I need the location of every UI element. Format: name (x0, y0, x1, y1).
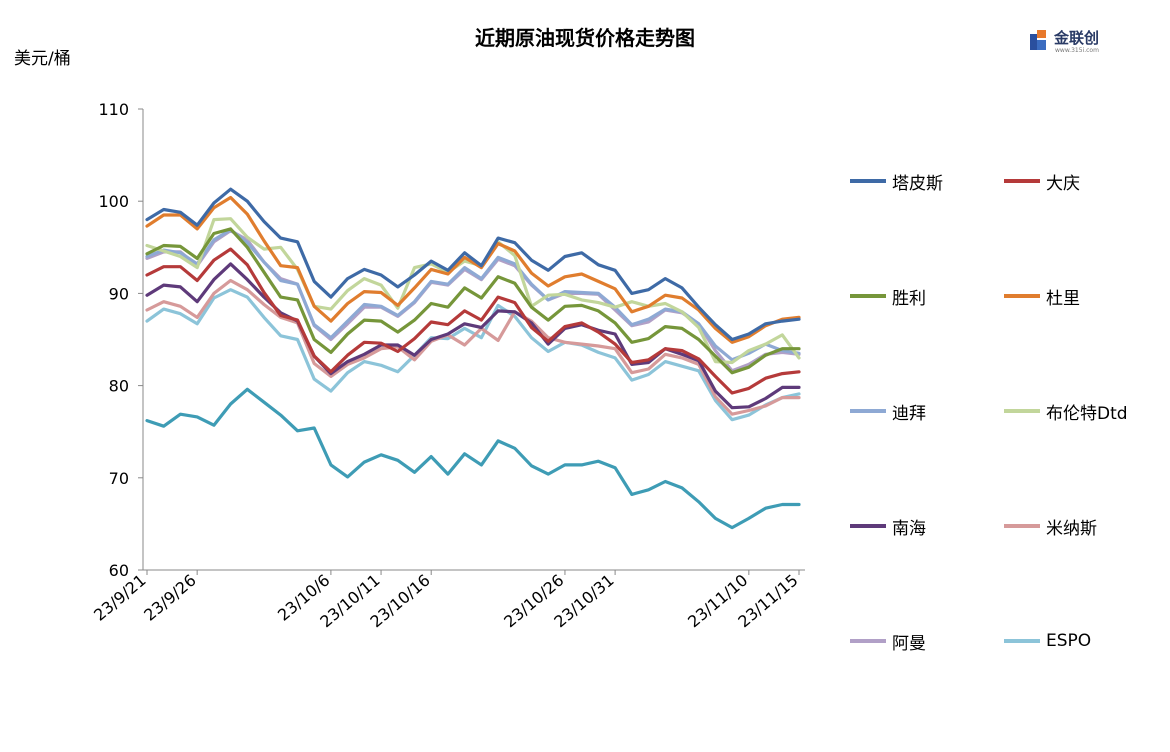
chart-title: 近期原油现货价格走势图 (475, 26, 695, 50)
legend-label: 米纳斯 (1046, 518, 1097, 539)
brand-logo: 金联创 www.315i.com (1028, 24, 1118, 60)
legend-swatch (1004, 179, 1040, 183)
legend-swatch (850, 524, 886, 528)
legend-swatch (1004, 524, 1040, 528)
legend-label: 布伦特Dtd (1046, 403, 1128, 424)
y-tick-label: 110 (98, 100, 129, 119)
legend-item: 杜里 (1004, 284, 1080, 309)
y-tick-label: 60 (109, 561, 129, 580)
series-line (145, 187, 801, 342)
legend-label: 胜利 (892, 288, 926, 309)
legend-item: 迪拜 (850, 399, 926, 424)
legend-item: 大庆 (1004, 169, 1080, 194)
y-tick-label: 80 (109, 377, 129, 396)
logo-text: 金联创 (1054, 29, 1100, 47)
legend-item: 米纳斯 (1004, 514, 1097, 539)
legend-swatch (850, 409, 886, 413)
legend-label: 阿曼 (892, 633, 926, 654)
legend-swatch (1004, 294, 1040, 298)
x-tick-label: 23/9/26 (140, 571, 199, 625)
legend-swatch (1004, 639, 1040, 643)
legend-item: 塔皮斯 (850, 169, 943, 194)
logo-mark-icon (1030, 30, 1046, 50)
series-line (145, 247, 801, 395)
legend-swatch (1004, 409, 1040, 413)
legend-swatch (850, 179, 886, 183)
y-tick-label: 70 (109, 469, 129, 488)
series-line (145, 227, 801, 375)
series-line (145, 288, 801, 422)
legend-label: 南海 (892, 518, 926, 539)
series-line (145, 278, 801, 416)
legend-label: ESPO (1046, 631, 1092, 651)
legend-item: 阿曼 (850, 629, 926, 654)
legend-swatch (850, 294, 886, 298)
chart-legend: 塔皮斯 大庆胜利 杜里迪拜 布伦特Dtd 南海 米纳斯阿曼 ESPO (850, 160, 1160, 660)
legend-item: 南海 (850, 514, 926, 539)
legend-item: 胜利 (850, 284, 926, 309)
legend-label: 大庆 (1046, 173, 1080, 194)
y-tick-label: 100 (98, 192, 129, 211)
y-tick-label: 90 (109, 284, 129, 303)
series-line (145, 195, 801, 344)
series-line (145, 229, 801, 373)
legend-swatch (850, 639, 886, 643)
legend-label: 杜里 (1046, 288, 1080, 309)
legend-label: 迪拜 (892, 403, 926, 424)
y-axis-unit-label: 美元/桶 (14, 49, 71, 69)
logo-subtext: www.315i.com (1055, 47, 1099, 54)
legend-item: 布伦特Dtd (1004, 399, 1128, 424)
series-line (145, 262, 801, 410)
legend-item: ESPO (1004, 629, 1091, 653)
legend-label: 塔皮斯 (892, 173, 943, 194)
series-line (145, 387, 801, 530)
